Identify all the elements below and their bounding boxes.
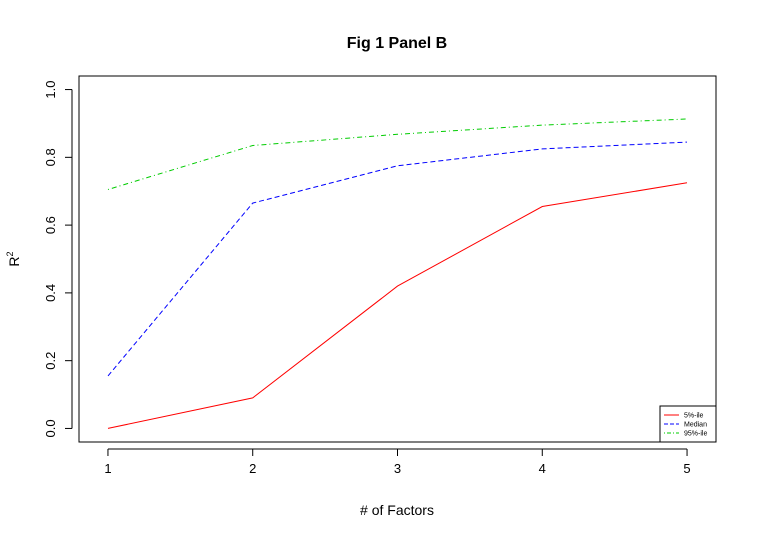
legend-label: 5%-ile xyxy=(684,413,704,420)
x-axis-title: # of Factors xyxy=(360,502,434,518)
legend: 5%-ile Median 95%-ile xyxy=(659,405,717,443)
y-axis-title-superscript: 2 xyxy=(5,251,15,256)
y-tick-label: 0.4 xyxy=(43,284,58,302)
y-axis: 0.0 0.2 0.4 0.6 0.8 1.0 xyxy=(43,81,73,437)
y-tick-label: 0.6 xyxy=(43,216,58,234)
x-tick-label: 5 xyxy=(683,461,690,476)
series-line-1 xyxy=(107,182,688,429)
legend-label: Median xyxy=(684,422,707,429)
y-axis-title: R2 xyxy=(5,251,22,266)
plot-box xyxy=(78,75,717,443)
chart-title: Fig 1 Panel B xyxy=(347,35,447,52)
legend-label: 95%-ile xyxy=(684,431,707,438)
series-line-2 xyxy=(107,141,688,377)
x-tick-label: 1 xyxy=(104,461,111,476)
series-layer xyxy=(107,118,688,429)
x-tick-label: 3 xyxy=(394,461,401,476)
y-axis-title-main: R xyxy=(6,256,22,266)
y-tick-label: 0.0 xyxy=(43,419,58,437)
x-tick-label: 4 xyxy=(539,461,546,476)
x-axis: 1 2 3 4 5 xyxy=(104,448,691,476)
y-tick-label: 0.2 xyxy=(43,352,58,370)
y-tick-label: 1.0 xyxy=(43,81,58,99)
legend-box xyxy=(659,405,717,443)
x-tick-label: 2 xyxy=(249,461,256,476)
y-tick-label: 0.8 xyxy=(43,148,58,166)
series-line-3 xyxy=(107,118,688,190)
